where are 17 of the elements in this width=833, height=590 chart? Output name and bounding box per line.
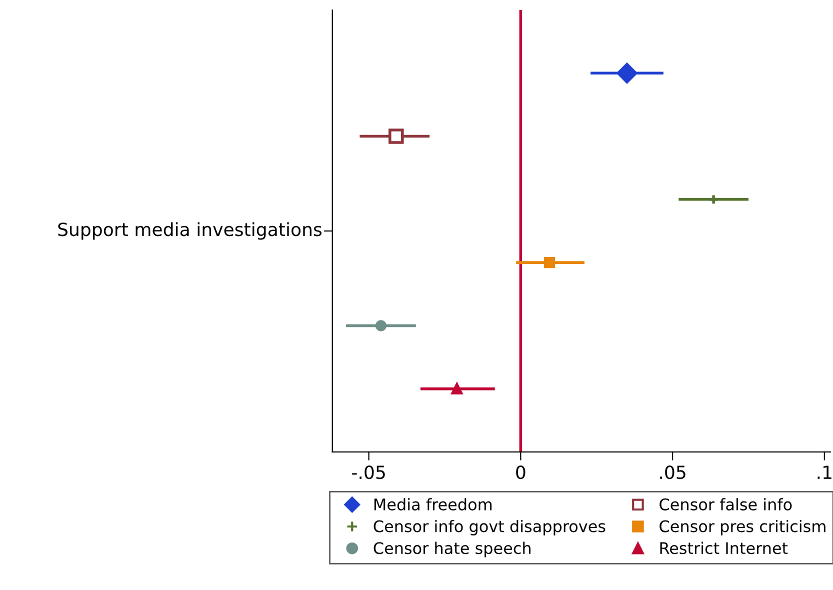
x-tick-label: -.05 [352,465,385,480]
x-tick-label: .05 [660,465,686,480]
point [451,383,462,394]
x-tick-label: 0 [516,465,526,480]
legend-label: Censor hate speech [374,542,530,558]
legend-label: Restrict Internet [660,542,788,554]
legend-label: Censor pres criticism [660,520,826,536]
x-tick-label: .1 [818,466,832,479]
point [544,256,556,268]
point [708,194,720,205]
point [375,320,387,332]
legend-label: Media freedom [374,498,492,510]
legend-label: Censor info govt disapproves [374,520,606,536]
y-axis-title: Support media investigations [58,222,322,240]
point [616,62,638,84]
legend-label: Censor false info [660,498,792,510]
point [388,128,404,144]
